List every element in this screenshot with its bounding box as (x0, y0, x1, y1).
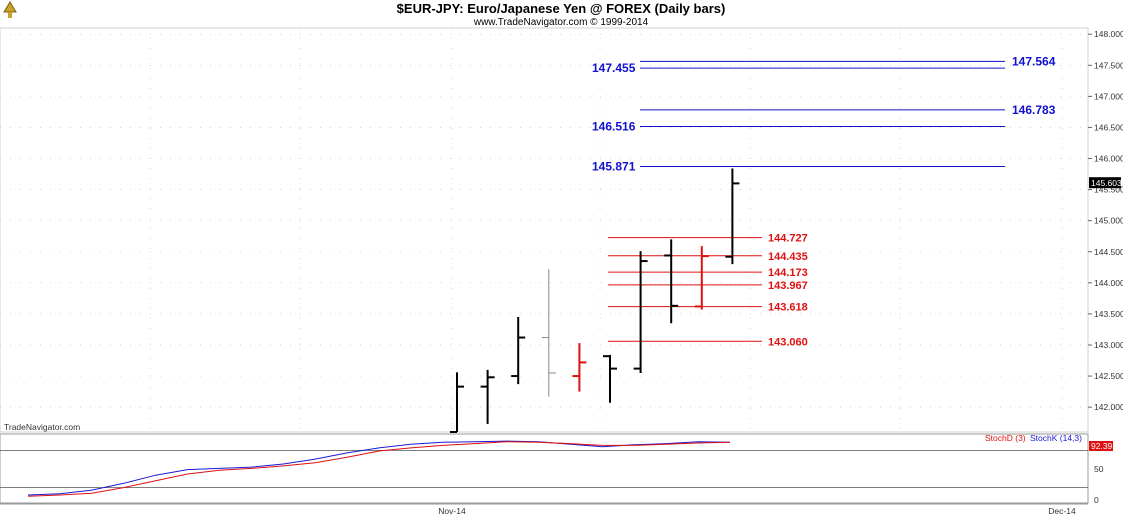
legend-stochk: StochK (14,3) (1030, 433, 1082, 443)
stoch-last-marker: 92.39 (1089, 441, 1113, 451)
stoch-y-tick-label: 0 (1094, 495, 1099, 505)
tradenavigator-logo-icon (3, 1, 17, 18)
blue-level-label: 147.564 (1012, 54, 1056, 68)
chart-title: $EUR-JPY: Euro/Japanese Yen @ FOREX (Dai… (397, 1, 726, 16)
y-tick-label: 148.000 (1094, 29, 1123, 39)
red-level-label: 143.967 (768, 280, 808, 292)
y-tick-label: 147.500 (1094, 60, 1123, 70)
y-tick-label: 143.000 (1094, 340, 1123, 350)
stoch-series-line (27, 441, 731, 497)
ohlc-bar (450, 372, 464, 433)
last-price-label: 145.603 (1091, 178, 1122, 188)
ohlc-bar (725, 168, 740, 265)
red-level-label: 144.435 (768, 251, 808, 263)
red-level-label: 143.060 (768, 336, 808, 348)
blue-level-label: 145.871 (592, 160, 636, 174)
x-tick-label: Nov-14 (438, 506, 466, 516)
legend-stochd: StochD (3) (985, 433, 1026, 443)
stochastic-panel (0, 433, 1089, 504)
stochastic-guides (0, 449, 1088, 489)
blue-level-label: 147.455 (592, 61, 636, 75)
ohlc-bars (450, 168, 740, 433)
ohlc-bar (633, 251, 648, 373)
watermark: TradeNavigator.com (4, 422, 80, 432)
ohlc-bar (603, 354, 617, 403)
chart-subtitle: www.TradeNavigator.com © 1999-2014 (473, 17, 649, 28)
ohlc-bar (480, 369, 495, 424)
ohlc-bar (511, 317, 526, 385)
stochastic-axis: 50 0 (1094, 464, 1104, 505)
stoch-y-tick-label: 50 (1094, 464, 1104, 474)
y-tick-label: 147.000 (1094, 91, 1123, 101)
stochastic-lines (27, 440, 731, 497)
y-tick-label: 145.000 (1094, 216, 1123, 226)
price-panel (0, 27, 1089, 433)
y-tick-label: 144.500 (1094, 247, 1123, 257)
red-level-label: 144.727 (768, 233, 808, 245)
ohlc-bar (541, 269, 556, 397)
y-tick-label: 146.000 (1094, 154, 1123, 164)
y-tick-label: 142.500 (1094, 371, 1123, 381)
red-level-label: 143.618 (768, 302, 808, 314)
y-tick-label: 145.500 (1094, 185, 1123, 195)
y-tick-label: 143.500 (1094, 309, 1123, 319)
last-price-marker: 145.603 (1089, 177, 1122, 189)
ohlc-bar (572, 343, 587, 392)
blue-level-label: 146.783 (1012, 103, 1056, 117)
ohlc-bar (664, 239, 679, 324)
blue-level-label: 146.516 (592, 119, 636, 133)
stoch-series-line (27, 440, 731, 496)
ohlc-bar (694, 246, 709, 310)
y-tick-label: 146.500 (1094, 122, 1123, 132)
price-axis: 148.000 147.500 147.000 146.500 146.000 145.5… (1088, 29, 1123, 412)
stoch-last-label: 92.39 (1091, 441, 1113, 451)
x-tick-label: Dec-14 (1048, 506, 1076, 516)
red-level-label: 144.173 (768, 267, 808, 279)
y-tick-label: 144.000 (1094, 278, 1123, 288)
y-tick-label: 142.000 (1094, 402, 1123, 412)
blue-levels: 147.564 147.455 146.783 146.516 145.871 (592, 54, 1056, 173)
